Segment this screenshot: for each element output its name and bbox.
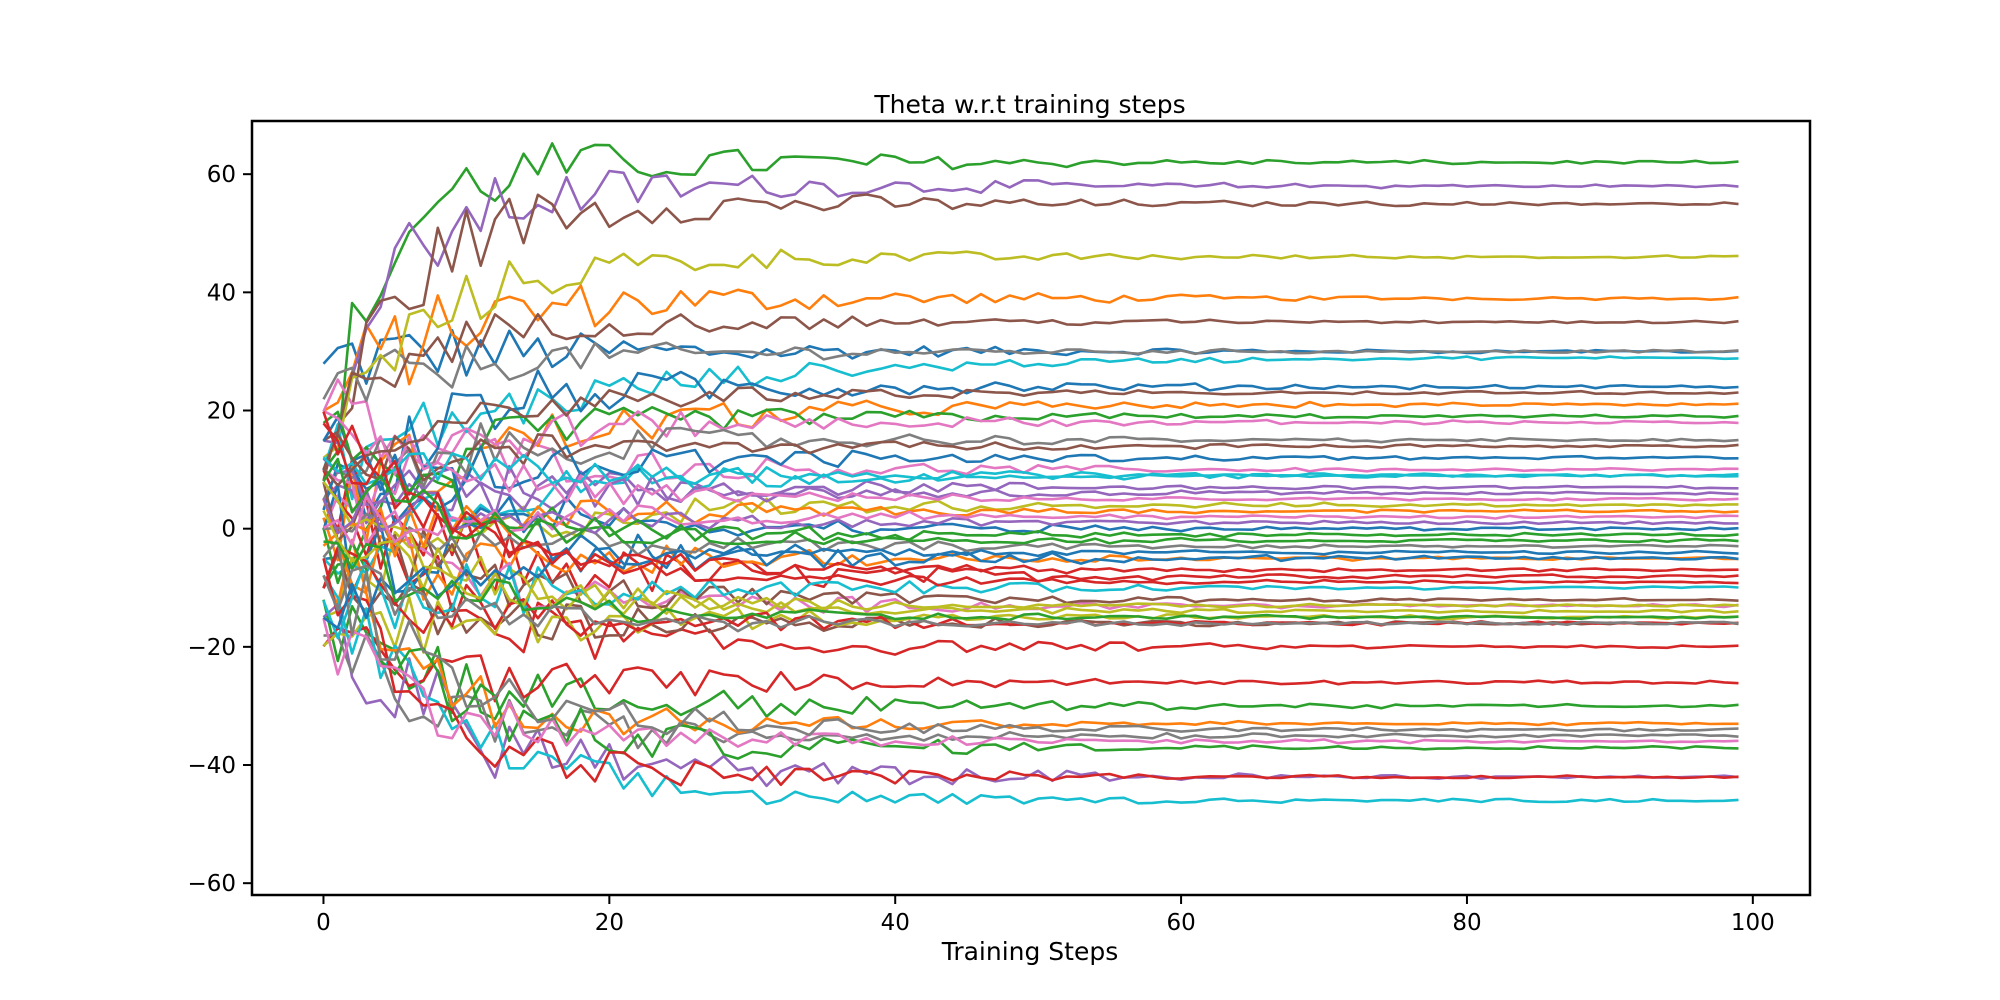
series-line-52	[323, 540, 1739, 624]
series-line-47	[322, 538, 1739, 737]
series-line-23	[322, 626, 1739, 703]
y-tick-label: 60	[207, 162, 236, 188]
y-tick-label: 0	[221, 517, 236, 543]
series-line-34	[322, 457, 1739, 512]
series-line-12	[322, 405, 1739, 589]
series-line-2	[322, 142, 1739, 472]
y-tick-label: −20	[187, 635, 236, 661]
series-line-6	[322, 378, 1739, 483]
y-tick-label: −60	[187, 871, 236, 897]
series-line-49	[322, 452, 1739, 486]
series-line-8	[322, 248, 1739, 459]
series-line-55	[322, 411, 1739, 587]
series-line-33	[322, 558, 1739, 787]
series-line-35	[322, 481, 1739, 610]
series-line-3	[322, 457, 1739, 596]
series-line-32	[322, 527, 1739, 760]
series-layer	[322, 142, 1739, 806]
y-tick-label: −40	[187, 753, 236, 779]
series-line-22	[322, 599, 1739, 721]
series-line-45	[322, 432, 1739, 482]
series-line-54	[322, 495, 1739, 547]
series-line-11	[322, 399, 1739, 562]
y-tick-label: 20	[207, 399, 236, 425]
series-line-37	[323, 512, 1739, 563]
series-line-15	[322, 312, 1739, 442]
series-line-17	[322, 422, 1739, 501]
x-tick-label: 0	[316, 910, 331, 936]
series-line-10	[323, 369, 1739, 561]
series-line-42	[322, 410, 1739, 546]
y-tick-label: 40	[207, 280, 236, 306]
series-line-1	[322, 284, 1739, 413]
series-line-48	[322, 510, 1739, 611]
series-line-57	[322, 564, 1739, 633]
x-tick-label: 100	[1731, 910, 1775, 936]
x-tick-label: 40	[881, 910, 910, 936]
x-axis: 0 20 40 60 80 100	[316, 895, 1775, 936]
series-line-16	[322, 410, 1739, 531]
series-line-7	[322, 341, 1739, 403]
series-line-44	[322, 488, 1739, 535]
x-tick-label: 80	[1452, 910, 1481, 936]
series-line-36	[322, 617, 1739, 748]
series-line-56	[322, 457, 1739, 544]
series-line-39	[322, 557, 1739, 640]
series-line-14	[322, 464, 1739, 525]
y-axis: −60 −40 −20 0 20 40 60	[187, 162, 252, 897]
series-line-20	[322, 445, 1739, 525]
series-line-9	[322, 355, 1739, 501]
series-line-46	[322, 409, 1739, 506]
series-line-5	[322, 193, 1739, 482]
series-line-51	[322, 422, 1739, 576]
plot-frame	[250, 119, 1812, 897]
x-tick-label: 60	[1166, 910, 1195, 936]
x-tick-label: 20	[595, 910, 624, 936]
series-line-4	[323, 169, 1739, 445]
chart-title: Theta w.r.t training steps	[873, 90, 1185, 119]
x-axis-label: Training Steps	[941, 937, 1119, 966]
series-line-53	[322, 386, 1739, 487]
series-line-31	[322, 498, 1739, 736]
